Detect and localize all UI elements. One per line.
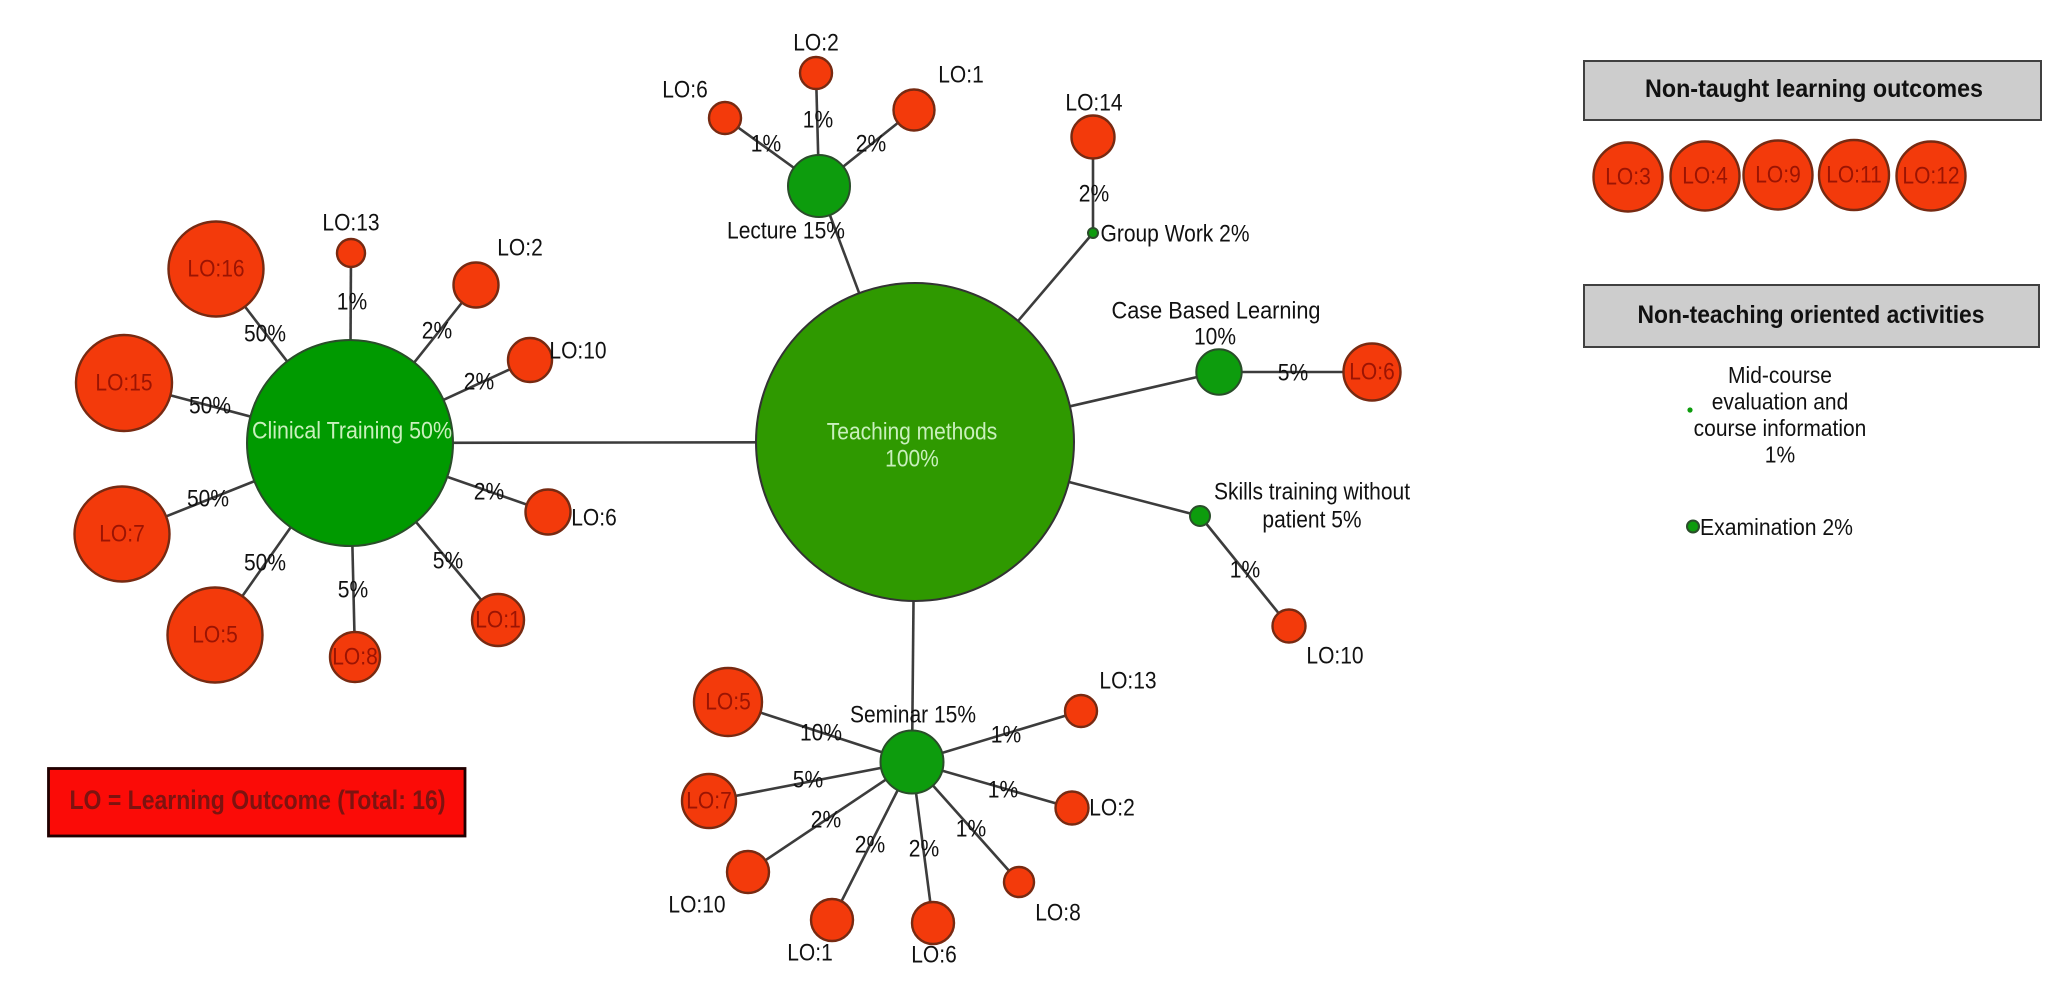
svg-text:LO:6: LO:6 (1349, 359, 1395, 386)
svg-text:Skills training without: Skills training without (1214, 479, 1410, 506)
svg-text:LO:10: LO:10 (668, 892, 725, 919)
svg-text:2%: 2% (855, 832, 885, 859)
svg-text:LO:10: LO:10 (549, 338, 606, 365)
svg-text:1%: 1% (803, 107, 833, 134)
svg-text:LO:5: LO:5 (192, 622, 238, 649)
svg-text:1%: 1% (988, 777, 1018, 804)
svg-text:10%: 10% (1194, 324, 1236, 351)
svg-text:1%: 1% (337, 289, 367, 316)
svg-text:LO:11: LO:11 (1826, 162, 1882, 189)
svg-text:5%: 5% (793, 767, 823, 794)
svg-text:Clinical Training 50%: Clinical Training 50% (252, 418, 452, 445)
svg-text:Non-taught learning outcomes: Non-taught learning outcomes (1645, 75, 1983, 103)
svg-text:LO:2: LO:2 (497, 235, 543, 262)
svg-text:10%: 10% (800, 720, 842, 747)
svg-text:2%: 2% (856, 131, 886, 158)
svg-text:LO:2: LO:2 (793, 30, 839, 57)
svg-text:LO:7: LO:7 (686, 788, 732, 815)
svg-text:1%: 1% (751, 131, 781, 158)
svg-text:LO:6: LO:6 (911, 942, 957, 969)
svg-text:50%: 50% (189, 393, 231, 420)
svg-text:LO:13: LO:13 (322, 210, 379, 237)
svg-text:LO:8: LO:8 (332, 644, 378, 671)
svg-text:50%: 50% (244, 550, 286, 577)
svg-text:2%: 2% (811, 807, 841, 834)
svg-text:LO:1: LO:1 (938, 62, 984, 89)
svg-text:LO = Learning Outcome (Total:: LO = Learning Outcome (Total: 16) (70, 785, 446, 815)
svg-text:LO:6: LO:6 (571, 505, 617, 532)
svg-text:LO:6: LO:6 (662, 77, 708, 104)
svg-text:1%: 1% (1230, 557, 1260, 584)
svg-text:Case Based Learning: Case Based Learning (1112, 298, 1321, 325)
svg-text:Non-teaching oriented activiti: Non-teaching oriented activities (1638, 301, 1985, 329)
svg-text:LO:7: LO:7 (99, 521, 145, 548)
svg-text:50%: 50% (187, 486, 229, 513)
svg-text:Mid-course: Mid-course (1728, 362, 1832, 388)
svg-text:LO:2: LO:2 (1089, 795, 1135, 822)
svg-text:50%: 50% (244, 321, 286, 348)
svg-text:100%: 100% (885, 446, 939, 473)
svg-text:2%: 2% (909, 836, 939, 863)
svg-text:LO:13: LO:13 (1099, 668, 1156, 695)
svg-text:LO:5: LO:5 (705, 689, 751, 716)
svg-text:LO:16: LO:16 (187, 256, 244, 283)
svg-text:LO:3: LO:3 (1605, 164, 1651, 191)
svg-text:course information: course information (1694, 415, 1867, 441)
svg-text:1%: 1% (1765, 442, 1795, 468)
svg-text:LO:4: LO:4 (1682, 163, 1728, 190)
svg-text:LO:8: LO:8 (1035, 900, 1081, 927)
svg-text:Seminar 15%: Seminar 15% (850, 702, 976, 729)
svg-text:Examination 2%: Examination 2% (1700, 514, 1853, 540)
svg-text:LO:1: LO:1 (787, 940, 833, 967)
svg-text:LO:12: LO:12 (1902, 163, 1959, 190)
svg-text:2%: 2% (474, 479, 504, 506)
svg-text:evaluation and: evaluation and (1712, 389, 1849, 415)
svg-text:LO:15: LO:15 (95, 370, 152, 397)
svg-text:Group Work 2%: Group Work 2% (1101, 221, 1250, 248)
svg-text:1%: 1% (991, 722, 1021, 749)
svg-text:LO:1: LO:1 (475, 607, 521, 634)
svg-text:Teaching methods: Teaching methods (827, 419, 997, 446)
svg-text:Lecture 15%: Lecture 15% (727, 218, 845, 245)
svg-text:LO:10: LO:10 (1306, 643, 1363, 670)
svg-text:5%: 5% (338, 577, 368, 604)
svg-text:2%: 2% (422, 318, 452, 345)
svg-text:patient 5%: patient 5% (1262, 507, 1361, 534)
svg-text:1%: 1% (956, 816, 986, 843)
svg-text:LO:14: LO:14 (1065, 90, 1122, 117)
svg-text:2%: 2% (1079, 181, 1109, 208)
svg-text:5%: 5% (1278, 360, 1308, 387)
svg-text:2%: 2% (464, 369, 494, 396)
svg-text:5%: 5% (433, 548, 463, 575)
svg-text:LO:9: LO:9 (1755, 162, 1801, 189)
